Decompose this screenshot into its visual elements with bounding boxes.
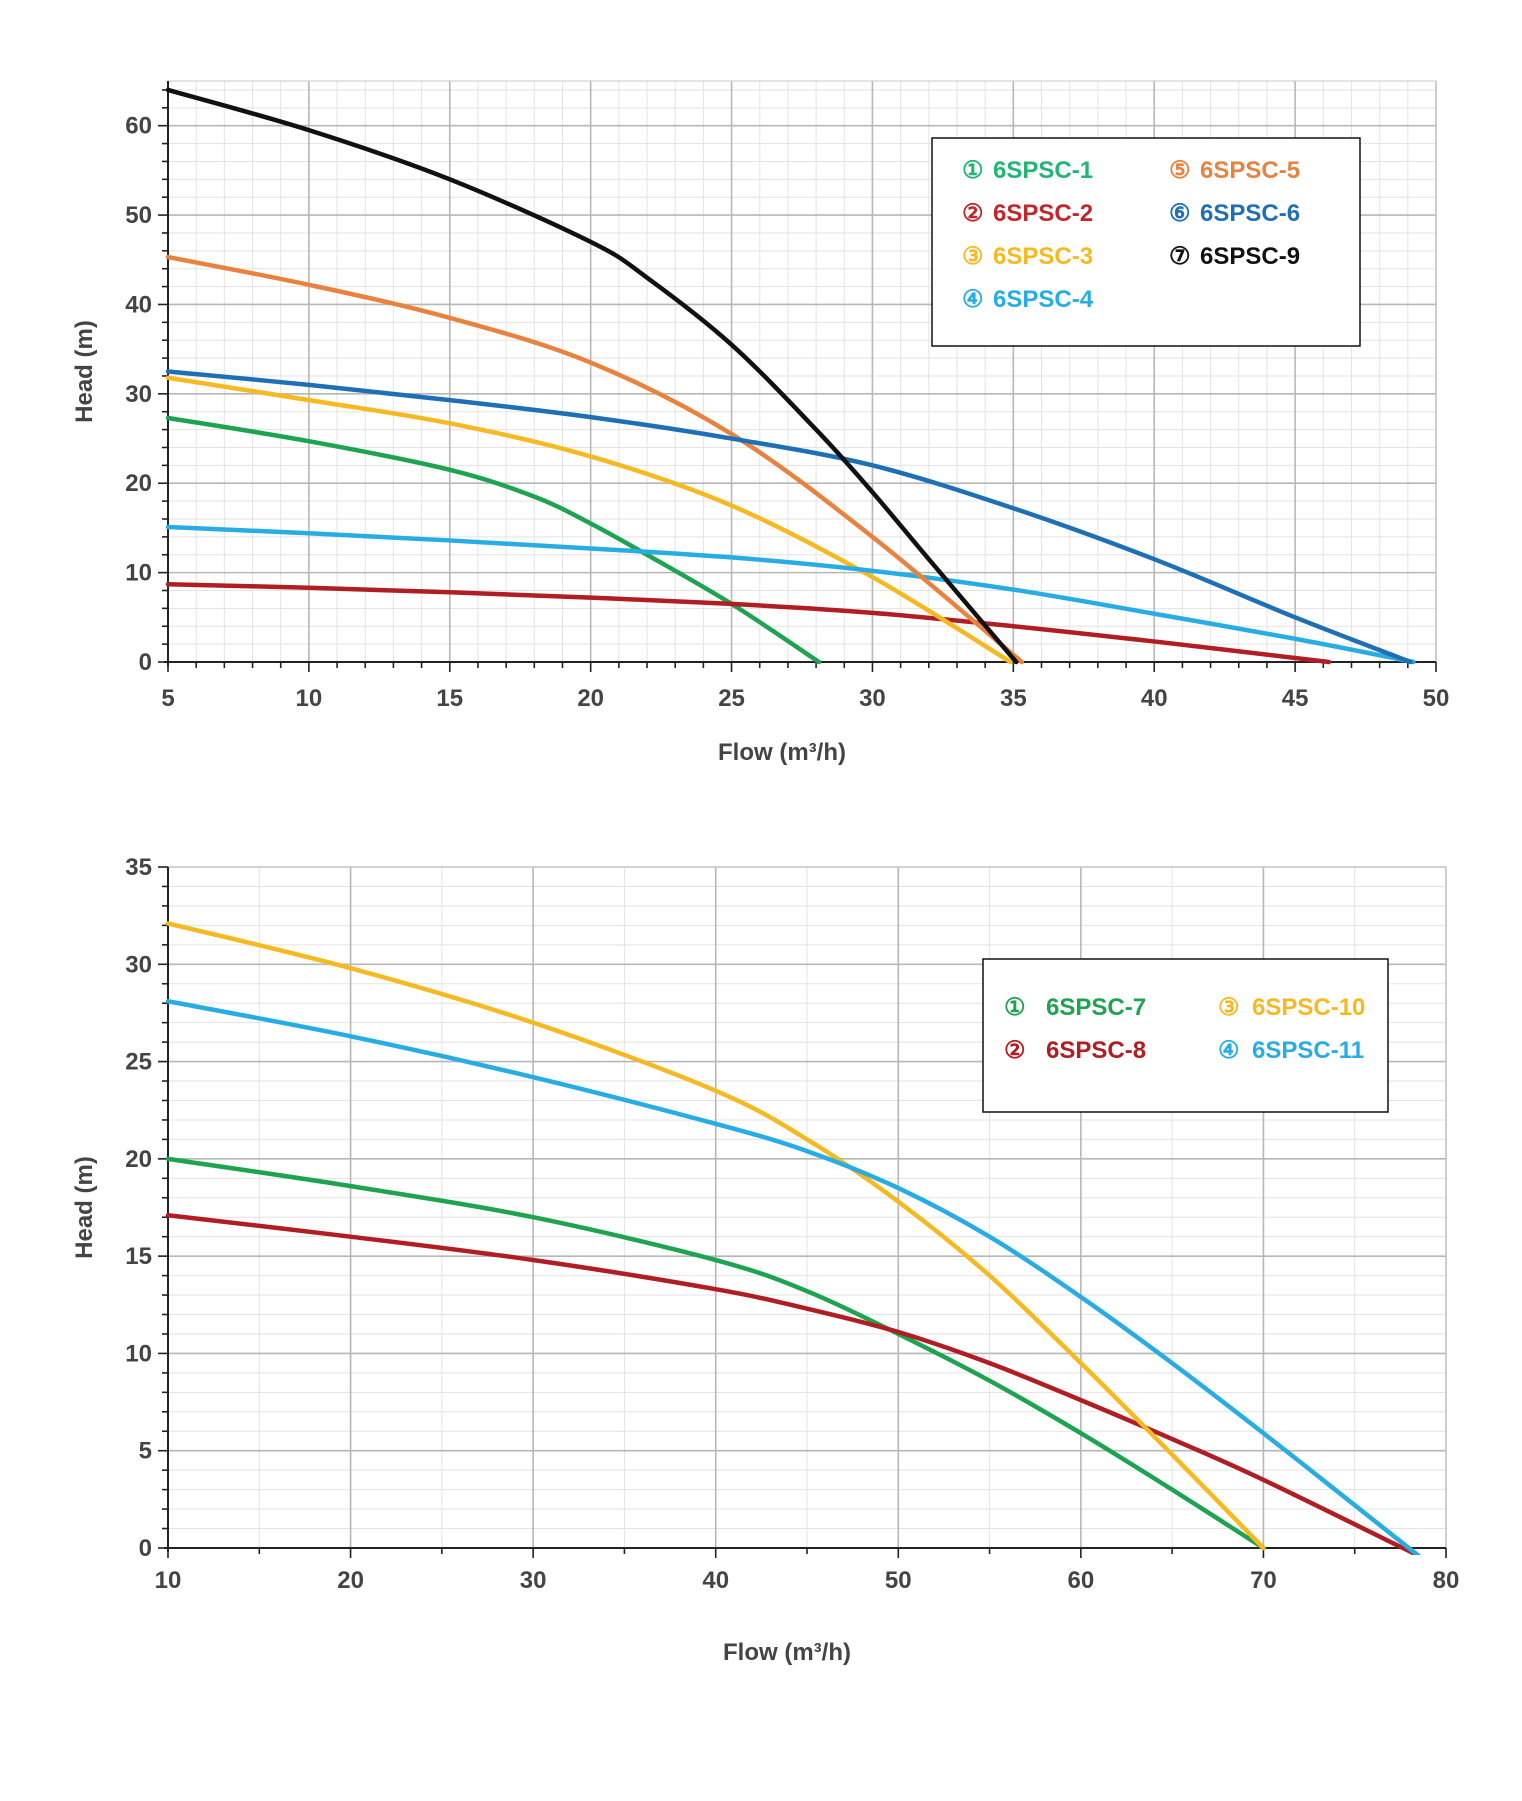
legend-marker: ④ <box>962 286 984 313</box>
chart-top: 5 10 15 20 25 30 35 40 45 50 0 10 20 30 40 50 60 Flow (m³… <box>71 80 1450 766</box>
x-tick-label: 20 <box>577 685 604 712</box>
series-line-6SPSC-3 <box>165 375 1013 665</box>
legend: ① 6SPSC-1 ② 6SPSC-2 ③ 6SPSC-3 ④ 6SPSC-4 ⑤ 6SPSC-5… <box>931 137 1361 347</box>
y-axis-title: Head (m) <box>71 1156 98 1259</box>
x-tick-label: 40 <box>702 1567 729 1594</box>
legend-label: 6SPSC-10 <box>1252 994 1365 1021</box>
y-tick-label: 5 <box>139 1438 152 1465</box>
y-tick-label: 30 <box>125 381 152 408</box>
series-line-6SPSC-10 <box>165 921 1266 1551</box>
legend-marker: ③ <box>1218 994 1240 1021</box>
series-line-6SPSC-11 <box>165 999 1421 1555</box>
y-tick-label: 20 <box>125 470 152 497</box>
legend-label: 6SPSC-4 <box>993 286 1094 313</box>
legend-label: 6SPSC-7 <box>1046 994 1146 1021</box>
x-tick-label: 25 <box>718 685 745 712</box>
legend-label: 6SPSC-5 <box>1200 157 1300 184</box>
series-line-6SPSC-5 <box>165 254 1025 665</box>
x-axis-title: Flow (m³/h) <box>723 1639 851 1666</box>
legend-marker: ⑥ <box>1169 200 1191 227</box>
legend-label: 6SPSC-11 <box>1252 1037 1364 1064</box>
series-line-6SPSC-2 <box>165 581 1332 665</box>
legend-marker: ⑦ <box>1169 243 1191 270</box>
x-tick-label: 50 <box>1423 685 1450 712</box>
legend-marker: ② <box>962 200 984 227</box>
legend-marker: ① <box>962 157 984 184</box>
y-tick-label: 40 <box>125 291 152 318</box>
series-group <box>165 87 1416 665</box>
series-line-6SPSC-6 <box>165 369 1413 665</box>
x-tick-label: 30 <box>520 1567 547 1594</box>
y-tick-label: 15 <box>125 1243 152 1270</box>
x-axis-title: Flow (m³/h) <box>718 739 846 766</box>
series-line-6SPSC-8 <box>165 1213 1421 1555</box>
x-tick-label: 40 <box>1141 685 1168 712</box>
x-tick-label: 15 <box>436 685 463 712</box>
legend-marker: ③ <box>962 243 984 270</box>
legend-label: 6SPSC-6 <box>1200 200 1300 227</box>
y-tick-label: 30 <box>125 951 152 978</box>
y-tick-label: 0 <box>139 1535 152 1562</box>
x-tick-label: 10 <box>155 1567 182 1594</box>
series-line-6SPSC-9 <box>165 87 1019 665</box>
x-tick-label: 50 <box>885 1567 912 1594</box>
y-tick-label: 25 <box>125 1049 152 1076</box>
series-line-6SPSC-1 <box>165 415 822 665</box>
chart-bottom: 10 20 30 40 50 60 70 80 0 5 10 15 20 25 30 35 Flow (m³/h… <box>71 854 1459 1666</box>
y-tick-label: 60 <box>125 113 152 140</box>
series-group <box>165 921 1421 1555</box>
legend-label: 6SPSC-2 <box>993 200 1093 227</box>
legend-label: 6SPSC-9 <box>1200 243 1300 270</box>
legend-label: 6SPSC-3 <box>993 243 1093 270</box>
legend-marker: ④ <box>1218 1037 1240 1064</box>
y-tick-label: 10 <box>125 1340 152 1367</box>
legend: ① 6SPSC-7 ② 6SPSC-8 ③ 6SPSC-10 ④ 6SPSC-11 <box>982 958 1389 1113</box>
y-tick-label: 35 <box>125 854 152 881</box>
y-tick-label: 50 <box>125 202 152 229</box>
legend-box <box>931 137 1361 347</box>
x-tick-label: 5 <box>161 685 174 712</box>
x-tick-label: 10 <box>296 685 323 712</box>
x-tick-label: 60 <box>1068 1567 1095 1594</box>
x-tick-label: 35 <box>1000 685 1027 712</box>
x-tick-label: 20 <box>337 1567 364 1594</box>
legend-marker: ⑤ <box>1169 157 1191 184</box>
y-tick-label: 0 <box>139 649 152 676</box>
legend-label: 6SPSC-8 <box>1046 1037 1146 1064</box>
y-axis-title: Head (m) <box>71 320 98 423</box>
y-tick-label: 10 <box>125 560 152 587</box>
x-tick-label: 30 <box>859 685 886 712</box>
legend-marker: ① <box>1004 994 1026 1021</box>
legend-marker: ② <box>1004 1037 1026 1064</box>
x-tick-label: 70 <box>1250 1567 1277 1594</box>
x-tick-label: 80 <box>1433 1567 1460 1594</box>
x-tick-label: 45 <box>1282 685 1309 712</box>
legend-label: 6SPSC-1 <box>993 157 1093 184</box>
series-line-6SPSC-4 <box>165 524 1416 665</box>
y-tick-label: 20 <box>125 1146 152 1173</box>
legend-box <box>982 958 1389 1113</box>
series-line-6SPSC-7 <box>165 1156 1266 1551</box>
